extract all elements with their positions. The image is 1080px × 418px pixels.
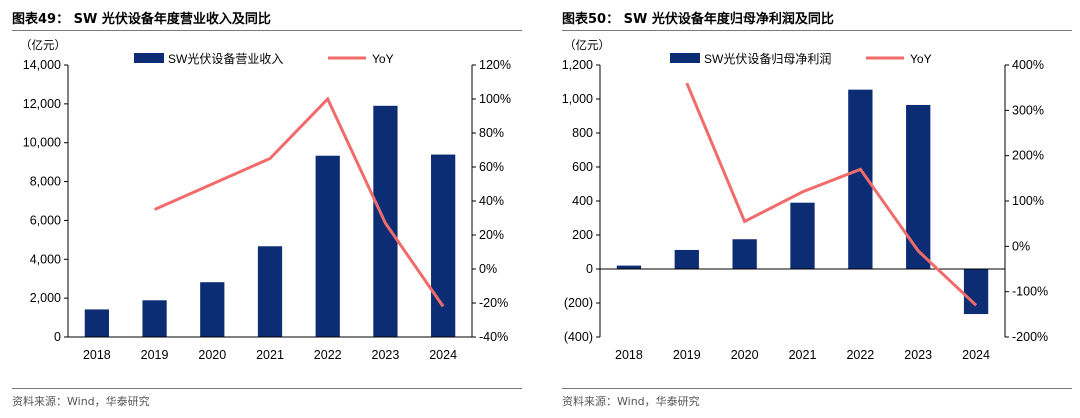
figure-label: 图表49： — [12, 12, 70, 27]
right-tick-label: 0% — [479, 262, 497, 276]
x-tick-label: 2021 — [256, 348, 284, 362]
chart-title: SW 光伏设备年度营业收入及同比 — [73, 12, 271, 27]
left-tick-label: 600 — [572, 160, 593, 174]
legend-bar-label: SW光伏设备营业收入 — [168, 52, 283, 66]
source-divider — [562, 388, 1072, 389]
figure-title: 图表50： SW 光伏设备年度归母净利润及同比 — [562, 8, 834, 27]
x-tick-label: 2020 — [198, 348, 226, 362]
left-tick-label: 14,000 — [23, 58, 61, 72]
right-tick-label: 80% — [479, 126, 504, 140]
bar-2018 — [616, 265, 642, 269]
yoy-line — [153, 96, 445, 308]
x-tick-label: 2023 — [904, 348, 932, 362]
left-tick-label: 4,000 — [30, 252, 61, 266]
bar-2021 — [790, 202, 815, 269]
left-tick-label: 6,000 — [30, 213, 61, 227]
figure-label: 图表50： — [562, 12, 620, 27]
source-note: 资料来源：Wind，华泰研究 — [562, 395, 700, 408]
left-tick-label: 400 — [572, 194, 593, 208]
y-axis-unit-label: （亿元） — [564, 39, 610, 52]
title-divider — [12, 30, 522, 31]
right-tick-label: 100% — [1012, 194, 1044, 208]
bar-2021 — [257, 246, 283, 337]
legend-bar-swatch — [134, 53, 164, 63]
figure-title: 图表49： SW 光伏设备年度营业收入及同比 — [12, 8, 271, 27]
legend-bar-label: SW光伏设备归母净利润 — [704, 52, 831, 66]
left-tick-label: 10,000 — [23, 136, 61, 150]
bar-2024 — [963, 269, 989, 315]
right-tick-label: 120% — [479, 58, 511, 72]
left-tick-label: 800 — [572, 126, 593, 140]
bar-2022 — [315, 155, 340, 337]
bar-2020 — [200, 282, 225, 337]
chart-title: SW 光伏设备年度归母净利润及同比 — [623, 12, 834, 27]
right-tick-label: -40% — [479, 330, 508, 344]
legend-bar-swatch — [670, 53, 700, 63]
right-tick-label: 400% — [1012, 58, 1044, 72]
left-tick-label: 8,000 — [30, 175, 61, 189]
title-divider — [562, 30, 1072, 31]
source-divider — [12, 388, 522, 389]
left-tick-label: 2,000 — [30, 291, 61, 305]
left-tick-label: 200 — [572, 228, 593, 242]
x-tick-label: 2019 — [141, 348, 169, 362]
bar-2023 — [906, 104, 931, 269]
left-tick-label: 1,000 — [562, 92, 593, 106]
x-tick-label: 2024 — [429, 348, 457, 362]
right-tick-label: 100% — [479, 92, 511, 106]
y-axis-unit-label: （亿元） — [20, 39, 66, 52]
left-tick-label: 0 — [54, 330, 61, 344]
left-tick-label: (200) — [564, 296, 593, 310]
bar-2024 — [431, 154, 456, 337]
x-tick-label: 2018 — [615, 348, 643, 362]
right-tick-label: 40% — [479, 194, 504, 208]
left-tick-label: 0 — [586, 262, 593, 276]
chart-panel-revenue: 图表49： SW 光伏设备年度营业收入及同比 0 2,000 4,000 6,000 8… — [0, 0, 530, 418]
left-tick-label: 12,000 — [23, 97, 61, 111]
revenue-chart: 0 2,000 4,000 6,000 8,000 10,000 12,000 14,000 -… — [20, 39, 511, 362]
x-tick-label: 2021 — [789, 348, 817, 362]
right-tick-label: 200% — [1012, 149, 1044, 163]
bar-2020 — [732, 239, 757, 269]
bar-2018 — [84, 309, 109, 337]
right-tick-label: 300% — [1012, 103, 1044, 117]
right-tick-label: 60% — [479, 160, 504, 174]
left-tick-label: 1,200 — [562, 58, 593, 72]
legend-line-label: YoY — [910, 52, 932, 66]
source-note: 资料来源：Wind，华泰研究 — [12, 395, 150, 408]
left-tick-label: (400) — [564, 330, 593, 344]
x-tick-label: 2023 — [372, 348, 400, 362]
x-tick-label: 2024 — [962, 348, 990, 362]
bar-2019 — [142, 300, 167, 337]
x-tick-label: 2022 — [314, 348, 342, 362]
right-tick-label: -200% — [1012, 330, 1048, 344]
bar-2019 — [674, 249, 699, 269]
legend-line-label: YoY — [372, 52, 394, 66]
yoy-line — [685, 82, 978, 307]
right-tick-label: -100% — [1012, 285, 1048, 299]
right-tick-label: 0% — [1012, 239, 1030, 253]
x-tick-label: 2019 — [673, 348, 701, 362]
chart-panel-net-profit: 图表50： SW 光伏设备年度归母净利润及同比 (400) (200) 0 200 40… — [550, 0, 1080, 418]
net-profit-chart: (400) (200) 0 200 400 600 800 1,000 1,200 -200% -1… — [562, 39, 1048, 362]
x-tick-label: 2020 — [731, 348, 759, 362]
right-tick-label: 20% — [479, 228, 504, 242]
right-tick-label: -20% — [479, 296, 508, 310]
x-tick-label: 2018 — [83, 348, 111, 362]
x-tick-label: 2022 — [846, 348, 874, 362]
